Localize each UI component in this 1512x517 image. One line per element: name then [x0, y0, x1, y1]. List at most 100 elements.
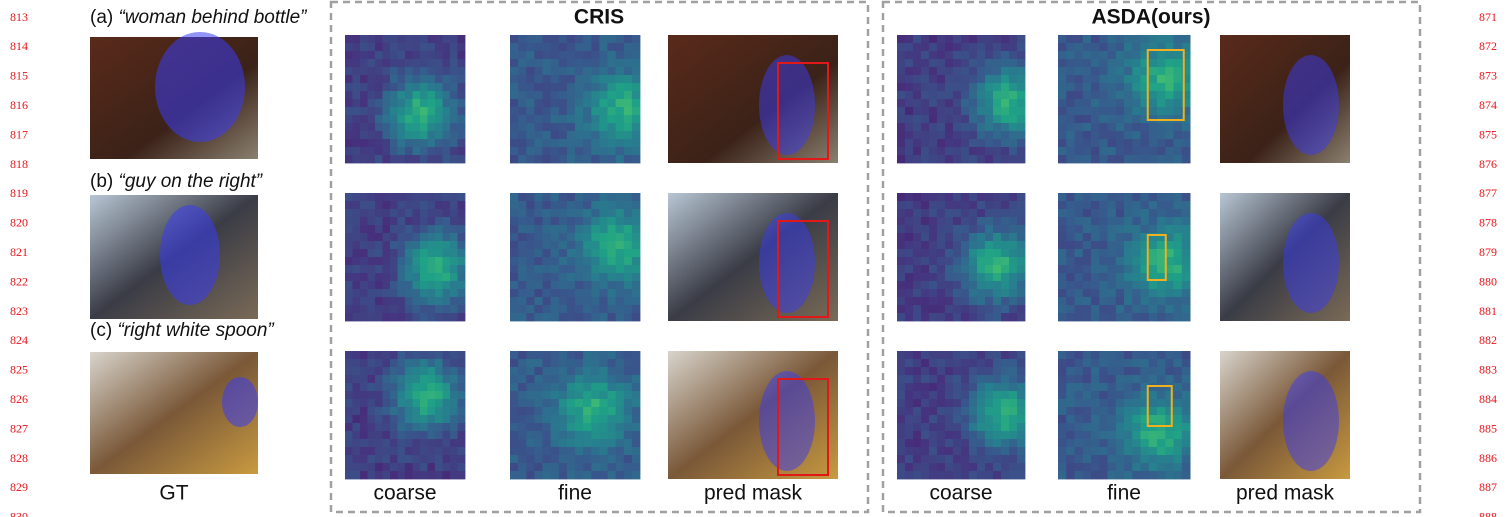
heatmap-cell — [937, 273, 945, 281]
heatmap-cell — [390, 193, 398, 201]
heatmap-cell — [608, 201, 617, 209]
heatmap-cell — [961, 225, 969, 233]
heatmap-cell — [985, 431, 993, 439]
heatmap-cell — [575, 305, 584, 313]
heatmap-cell — [616, 463, 625, 471]
heatmap-cell — [450, 99, 458, 107]
heatmap-cell — [368, 51, 376, 59]
heatmap-cell — [591, 99, 600, 107]
heatmap-cell — [1075, 35, 1084, 43]
heatmap-cell — [1017, 289, 1025, 297]
heatmap-cell — [420, 131, 428, 139]
heatmap-cell — [591, 35, 600, 43]
heatmap-cell — [905, 43, 913, 51]
heatmap-cell — [1066, 43, 1075, 51]
heatmap-cell — [375, 209, 383, 217]
heatmap — [345, 351, 465, 479]
heatmap-cell — [1066, 415, 1075, 423]
heatmap-cell — [608, 147, 617, 155]
heatmap-cell — [929, 51, 937, 59]
heatmap-cell — [961, 99, 969, 107]
heatmap-cell — [428, 439, 436, 447]
heatmap-cell — [390, 367, 398, 375]
heatmap-cell — [383, 407, 391, 415]
heatmap-cell — [969, 375, 977, 383]
heatmap-cell — [953, 35, 961, 43]
heatmap-cell — [420, 107, 428, 115]
heatmap-cell — [937, 201, 945, 209]
heatmap-cell — [608, 225, 617, 233]
heatmap-cell — [353, 147, 361, 155]
line-number: 875 — [1479, 127, 1497, 141]
heatmap-cell — [937, 131, 945, 139]
heatmap-cell — [608, 383, 617, 391]
heatmap-cell — [985, 415, 993, 423]
heatmap-cell — [608, 289, 617, 297]
heatmap-cell — [993, 67, 1001, 75]
heatmap-cell — [345, 99, 353, 107]
heatmap-cell — [567, 273, 576, 281]
heatmap-cell — [450, 463, 458, 471]
heatmap-cell — [1066, 439, 1075, 447]
heatmap-cell — [1182, 201, 1191, 209]
heatmap-cell — [937, 193, 945, 201]
heatmap-cell — [450, 35, 458, 43]
heatmap-cell — [1017, 225, 1025, 233]
heatmap-cell — [1009, 281, 1017, 289]
heatmap-cell — [526, 447, 535, 455]
heatmap-cell — [897, 471, 905, 479]
heatmap-cell — [993, 225, 1001, 233]
heatmap-cell — [1066, 83, 1075, 91]
heatmap-cell — [559, 289, 568, 297]
heatmap-cell — [608, 447, 617, 455]
heatmap-cell — [993, 241, 1001, 249]
heatmap-cell — [913, 35, 921, 43]
heatmap-cell — [559, 83, 568, 91]
heatmap-cell — [1182, 217, 1191, 225]
heatmap-cell — [583, 463, 592, 471]
heatmap-cell — [1066, 313, 1075, 321]
heatmap-cell — [390, 51, 398, 59]
heatmap-cell — [534, 43, 543, 51]
heatmap-cell — [559, 391, 568, 399]
heatmap-cell — [1099, 241, 1108, 249]
heatmap-cell — [905, 297, 913, 305]
heatmap-cell — [420, 225, 428, 233]
heatmap-cell — [993, 43, 1001, 51]
heatmap-cell — [551, 447, 560, 455]
heatmap-cell — [624, 391, 633, 399]
heatmap-cell — [375, 423, 383, 431]
heatmap-cell — [1099, 193, 1108, 201]
heatmap-cell — [551, 155, 560, 163]
heatmap-cell — [1132, 193, 1141, 201]
heatmap-cell — [1157, 217, 1166, 225]
heatmap-cell — [616, 217, 625, 225]
heatmap-cell — [375, 447, 383, 455]
heatmap-cell — [420, 399, 428, 407]
heatmap-cell — [945, 281, 953, 289]
heatmap-cell — [1083, 59, 1092, 67]
heatmap-cell — [1017, 273, 1025, 281]
heatmap-cell — [383, 447, 391, 455]
heatmap-cell — [551, 265, 560, 273]
heatmap-cell — [1124, 35, 1133, 43]
heatmap-cell — [518, 471, 527, 479]
heatmap-cell — [551, 407, 560, 415]
heatmap-cell — [1132, 107, 1141, 115]
heatmap-cell — [993, 201, 1001, 209]
heatmap-cell — [1182, 455, 1191, 463]
heatmap-cell — [913, 225, 921, 233]
heatmap-cell — [420, 99, 428, 107]
heatmap-cell — [526, 201, 535, 209]
heatmap-cell — [1009, 415, 1017, 423]
heatmap-cell — [921, 67, 929, 75]
heatmap-cell — [1141, 155, 1150, 163]
heatmap-cell — [913, 407, 921, 415]
heatmap-cell — [608, 455, 617, 463]
heatmap-cell — [1058, 273, 1067, 281]
heatmap-cell — [526, 305, 535, 313]
heatmap-cell — [905, 123, 913, 131]
heatmap-cell — [583, 249, 592, 257]
heatmap-cell — [1132, 75, 1141, 83]
heatmap-cell — [428, 209, 436, 217]
